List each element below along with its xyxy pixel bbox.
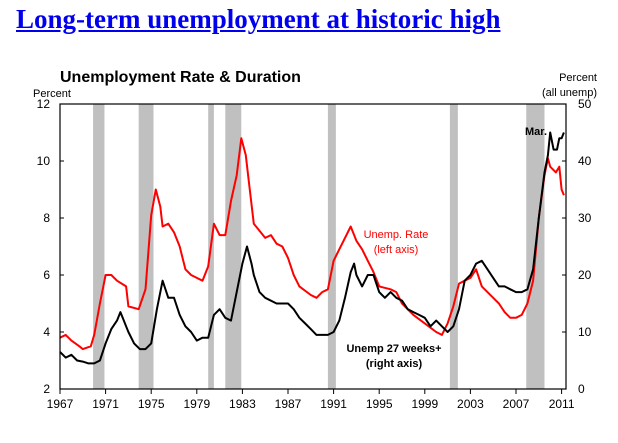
x-tick-label: 1979 bbox=[183, 397, 210, 411]
plot-frame bbox=[59, 103, 567, 390]
y-left-tick-label: 6 bbox=[43, 268, 50, 282]
y-left-tick-label: 8 bbox=[43, 211, 50, 225]
y-right-tick-label: 0 bbox=[578, 382, 585, 396]
y-right-tick-label: 50 bbox=[578, 97, 592, 111]
y-right-tick-label: 20 bbox=[578, 268, 592, 282]
x-tick-label: 1987 bbox=[275, 397, 302, 411]
y-left-tick-label: 4 bbox=[43, 325, 50, 339]
y-right-tick-label: 40 bbox=[578, 154, 592, 168]
rate-label-2: (left axis) bbox=[374, 244, 419, 256]
duration-label-1: Unemp 27 weeks+ bbox=[346, 343, 441, 355]
x-tick-label: 2011 bbox=[549, 397, 575, 411]
x-tick-label: 1975 bbox=[138, 397, 165, 411]
y-right-tick-label: 10 bbox=[578, 325, 592, 339]
rate-label-1: Unemp. Rate bbox=[364, 229, 429, 241]
y-left-tick-label: 2 bbox=[43, 382, 50, 396]
recession-band bbox=[93, 104, 105, 389]
left-axis-label: Percent bbox=[33, 88, 71, 100]
x-tick-label: 2003 bbox=[457, 397, 484, 411]
recession-band bbox=[138, 104, 154, 389]
right-axis-label-1: Percent bbox=[559, 72, 597, 84]
chart-title: Unemployment Rate & Duration bbox=[60, 69, 301, 86]
long-term-unemployment-line bbox=[59, 131, 565, 365]
x-tick-label: 1983 bbox=[229, 397, 256, 411]
recession-band bbox=[225, 104, 242, 389]
headline-link[interactable]: Long-term unemployment at historic high bbox=[16, 4, 501, 34]
x-tick-label: 1991 bbox=[320, 397, 347, 411]
right-axis-label-2: (all unemp) bbox=[542, 87, 597, 99]
mar-annotation: Mar. bbox=[525, 126, 547, 138]
y-left-tick-label: 12 bbox=[37, 97, 51, 111]
recession-band bbox=[449, 104, 458, 389]
x-tick-label: 1967 bbox=[47, 397, 74, 411]
x-tick-label: 1995 bbox=[366, 397, 393, 411]
recession-band bbox=[327, 104, 336, 389]
x-tick-label: 1999 bbox=[411, 397, 438, 411]
y-left-tick-label: 10 bbox=[37, 154, 51, 168]
duration-label-2: (right axis) bbox=[366, 358, 423, 370]
x-tick-label: 1971 bbox=[92, 397, 119, 411]
unemployment-rate-line bbox=[59, 137, 565, 351]
y-right-tick-label: 30 bbox=[578, 211, 592, 225]
x-tick-label: 2007 bbox=[503, 397, 530, 411]
